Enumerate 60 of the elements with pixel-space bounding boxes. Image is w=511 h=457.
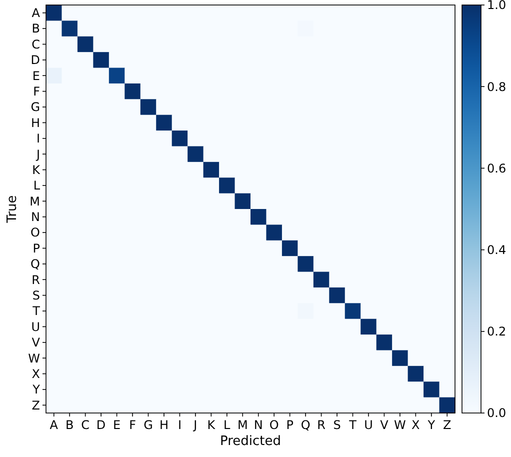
x-tick-label: O bbox=[269, 418, 279, 432]
x-tick-label: E bbox=[112, 418, 121, 432]
x-tick-label: V bbox=[380, 418, 390, 432]
x-tick-label: G bbox=[144, 418, 153, 432]
x-tick-label: P bbox=[286, 418, 294, 432]
y-tick-label: E bbox=[32, 68, 40, 83]
x-tick-label: A bbox=[50, 418, 59, 432]
x-tick-label: I bbox=[178, 418, 182, 432]
color-bar-label: 0.0 bbox=[487, 406, 506, 420]
y-tick-label: M bbox=[30, 194, 40, 208]
y-tick-label: N bbox=[31, 210, 40, 224]
x-tick-label: H bbox=[159, 418, 168, 432]
y-tick-label: R bbox=[32, 272, 40, 287]
x-tick-label: Z bbox=[443, 418, 452, 432]
x-tick-label: Y bbox=[426, 418, 436, 432]
color-bar-label: 0.6 bbox=[487, 161, 506, 176]
y-tick-label: L bbox=[33, 178, 40, 193]
x-tick-label: N bbox=[254, 418, 263, 432]
y-tick-label: D bbox=[30, 53, 40, 68]
y-tick-label: S bbox=[32, 288, 40, 303]
x-tick-label: S bbox=[333, 418, 341, 432]
y-tick-label: O bbox=[30, 226, 40, 240]
y-tick-label: U bbox=[31, 320, 40, 334]
y-tick-label: H bbox=[30, 116, 40, 130]
y-tick-label: C bbox=[32, 37, 40, 52]
x-tick-label: W bbox=[394, 418, 406, 432]
y-tick-label: G bbox=[30, 100, 40, 114]
color-bar-label: 0.2 bbox=[487, 324, 506, 339]
y-tick-label: Z bbox=[32, 398, 40, 412]
x-tick-label: X bbox=[412, 418, 420, 432]
y-tick-label: B bbox=[32, 22, 40, 36]
y-tick-label: T bbox=[32, 304, 41, 318]
color-bar-label: 0.8 bbox=[487, 80, 506, 94]
x-tick-label: J bbox=[192, 418, 198, 432]
x-tick-label: C bbox=[81, 418, 90, 432]
color-bar-label: 1.0 bbox=[487, 0, 506, 12]
x-tick-label: B bbox=[65, 418, 74, 432]
y-tick-label: X bbox=[32, 366, 40, 381]
y-tick-label: K bbox=[32, 162, 42, 177]
y-axis-title: True bbox=[5, 195, 20, 224]
x-tick-label: Q bbox=[300, 418, 310, 432]
y-tick-label: P bbox=[32, 241, 40, 256]
x-tick-label: D bbox=[96, 418, 106, 432]
x-tick-label: F bbox=[129, 418, 136, 432]
x-tick-label: K bbox=[207, 418, 216, 432]
color-bar-label: 0.4 bbox=[487, 243, 506, 257]
x-tick-label: M bbox=[237, 418, 248, 432]
y-tick-label: J bbox=[35, 147, 40, 162]
y-tick-label: W bbox=[28, 351, 40, 366]
y-tick-label: F bbox=[33, 84, 40, 99]
y-tick-label: Y bbox=[32, 382, 41, 397]
x-axis-title: Predicted bbox=[220, 434, 282, 449]
y-tick-label: A bbox=[32, 6, 41, 20]
x-tick-label: U bbox=[364, 418, 373, 432]
y-tick-label: V bbox=[32, 336, 41, 350]
x-tick-label: R bbox=[317, 418, 326, 432]
y-tick-label: Q bbox=[30, 257, 40, 272]
y-tick-label: I bbox=[36, 132, 40, 146]
x-tick-label: T bbox=[348, 418, 358, 432]
x-tick-label: L bbox=[224, 418, 231, 432]
